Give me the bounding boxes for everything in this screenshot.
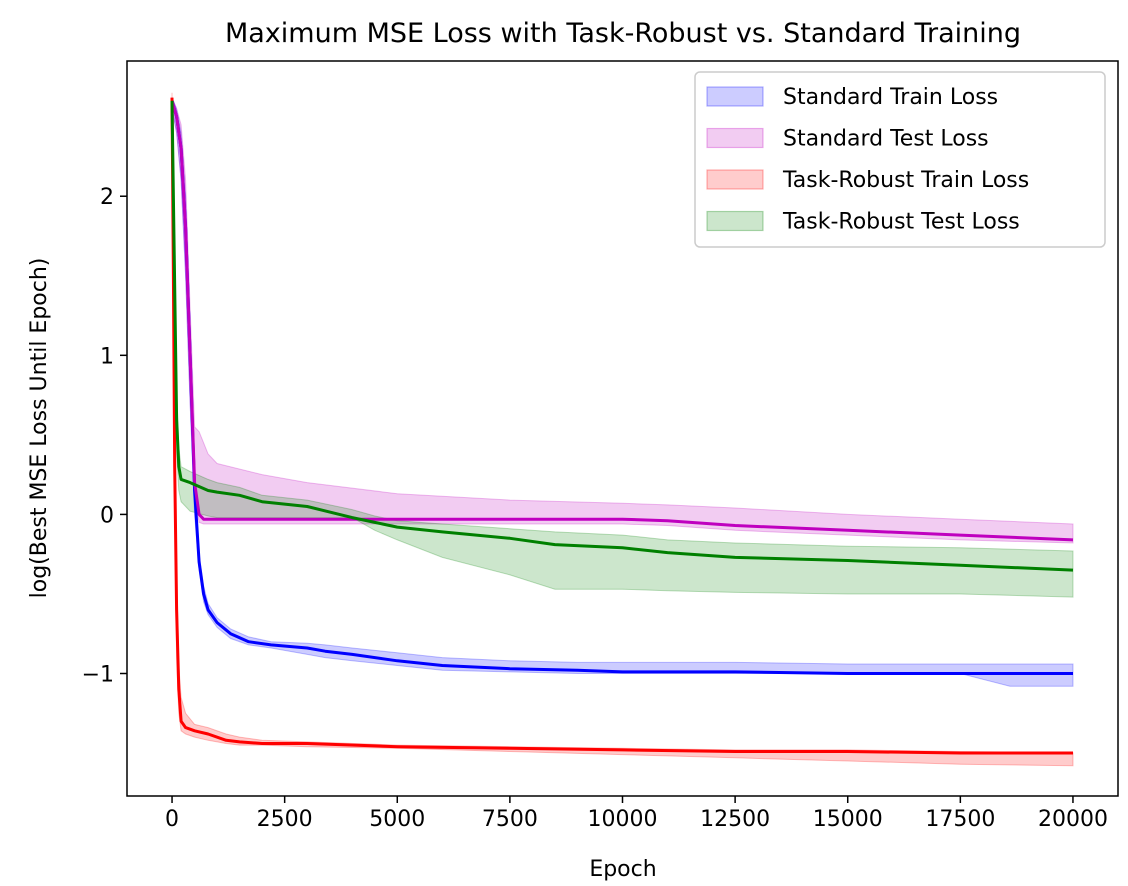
legend-label: Task-Robust Test Loss bbox=[782, 210, 1020, 235]
x-tick-label: 10000 bbox=[588, 807, 658, 832]
y-axis-label: log(Best MSE Loss Until Epoch) bbox=[27, 258, 52, 599]
task-robust-train-loss-line bbox=[170, 97, 1073, 755]
standard-train-loss-legend-swatch bbox=[706, 86, 764, 107]
legend-label: Task-Robust Train Loss bbox=[782, 168, 1029, 193]
legend: Standard Train Loss Standard Test Loss Tas… bbox=[694, 71, 1106, 248]
y-axis-ticks: −1 0 1 2 bbox=[82, 185, 127, 688]
chart-title: Maximum MSE Loss with Task-Robust vs. St… bbox=[225, 18, 1021, 49]
task-robust-train-loss-legend-swatch bbox=[706, 169, 764, 190]
series-lines bbox=[170, 97, 1074, 755]
standard-test-loss-line bbox=[170, 100, 1074, 542]
x-tick-label: 0 bbox=[165, 807, 179, 832]
task-robust-train-loss-band bbox=[171, 92, 1074, 767]
y-tick-label: 0 bbox=[100, 503, 114, 528]
x-tick-label: 17500 bbox=[925, 807, 995, 832]
standard-test-loss-legend-swatch bbox=[706, 127, 764, 149]
legend-label: Standard Train Loss bbox=[783, 85, 998, 110]
x-tick-label: 20000 bbox=[1038, 807, 1108, 832]
standard-train-loss-band bbox=[171, 97, 1074, 687]
y-tick-label: −1 bbox=[82, 663, 114, 688]
y-tick-label: 1 bbox=[100, 344, 114, 369]
legend-label: Standard Test Loss bbox=[783, 127, 989, 152]
legend-frame bbox=[694, 71, 1106, 248]
x-tick-label: 15000 bbox=[813, 807, 883, 832]
x-axis-label: Epoch bbox=[589, 857, 656, 882]
x-tick-label: 7500 bbox=[482, 807, 538, 832]
task-robust-test-loss-legend-swatch bbox=[706, 210, 764, 232]
x-tick-label: 12500 bbox=[700, 807, 770, 832]
y-tick-label: 2 bbox=[100, 185, 114, 210]
x-axis-ticks: 0 2500 5000 7500 10000 12500 15000 17500 20000 bbox=[165, 796, 1108, 832]
task-robust-test-loss-band bbox=[171, 97, 1074, 598]
x-tick-label: 2500 bbox=[257, 807, 313, 832]
x-tick-label: 5000 bbox=[369, 807, 425, 832]
task-robust-test-loss-line bbox=[170, 100, 1074, 572]
